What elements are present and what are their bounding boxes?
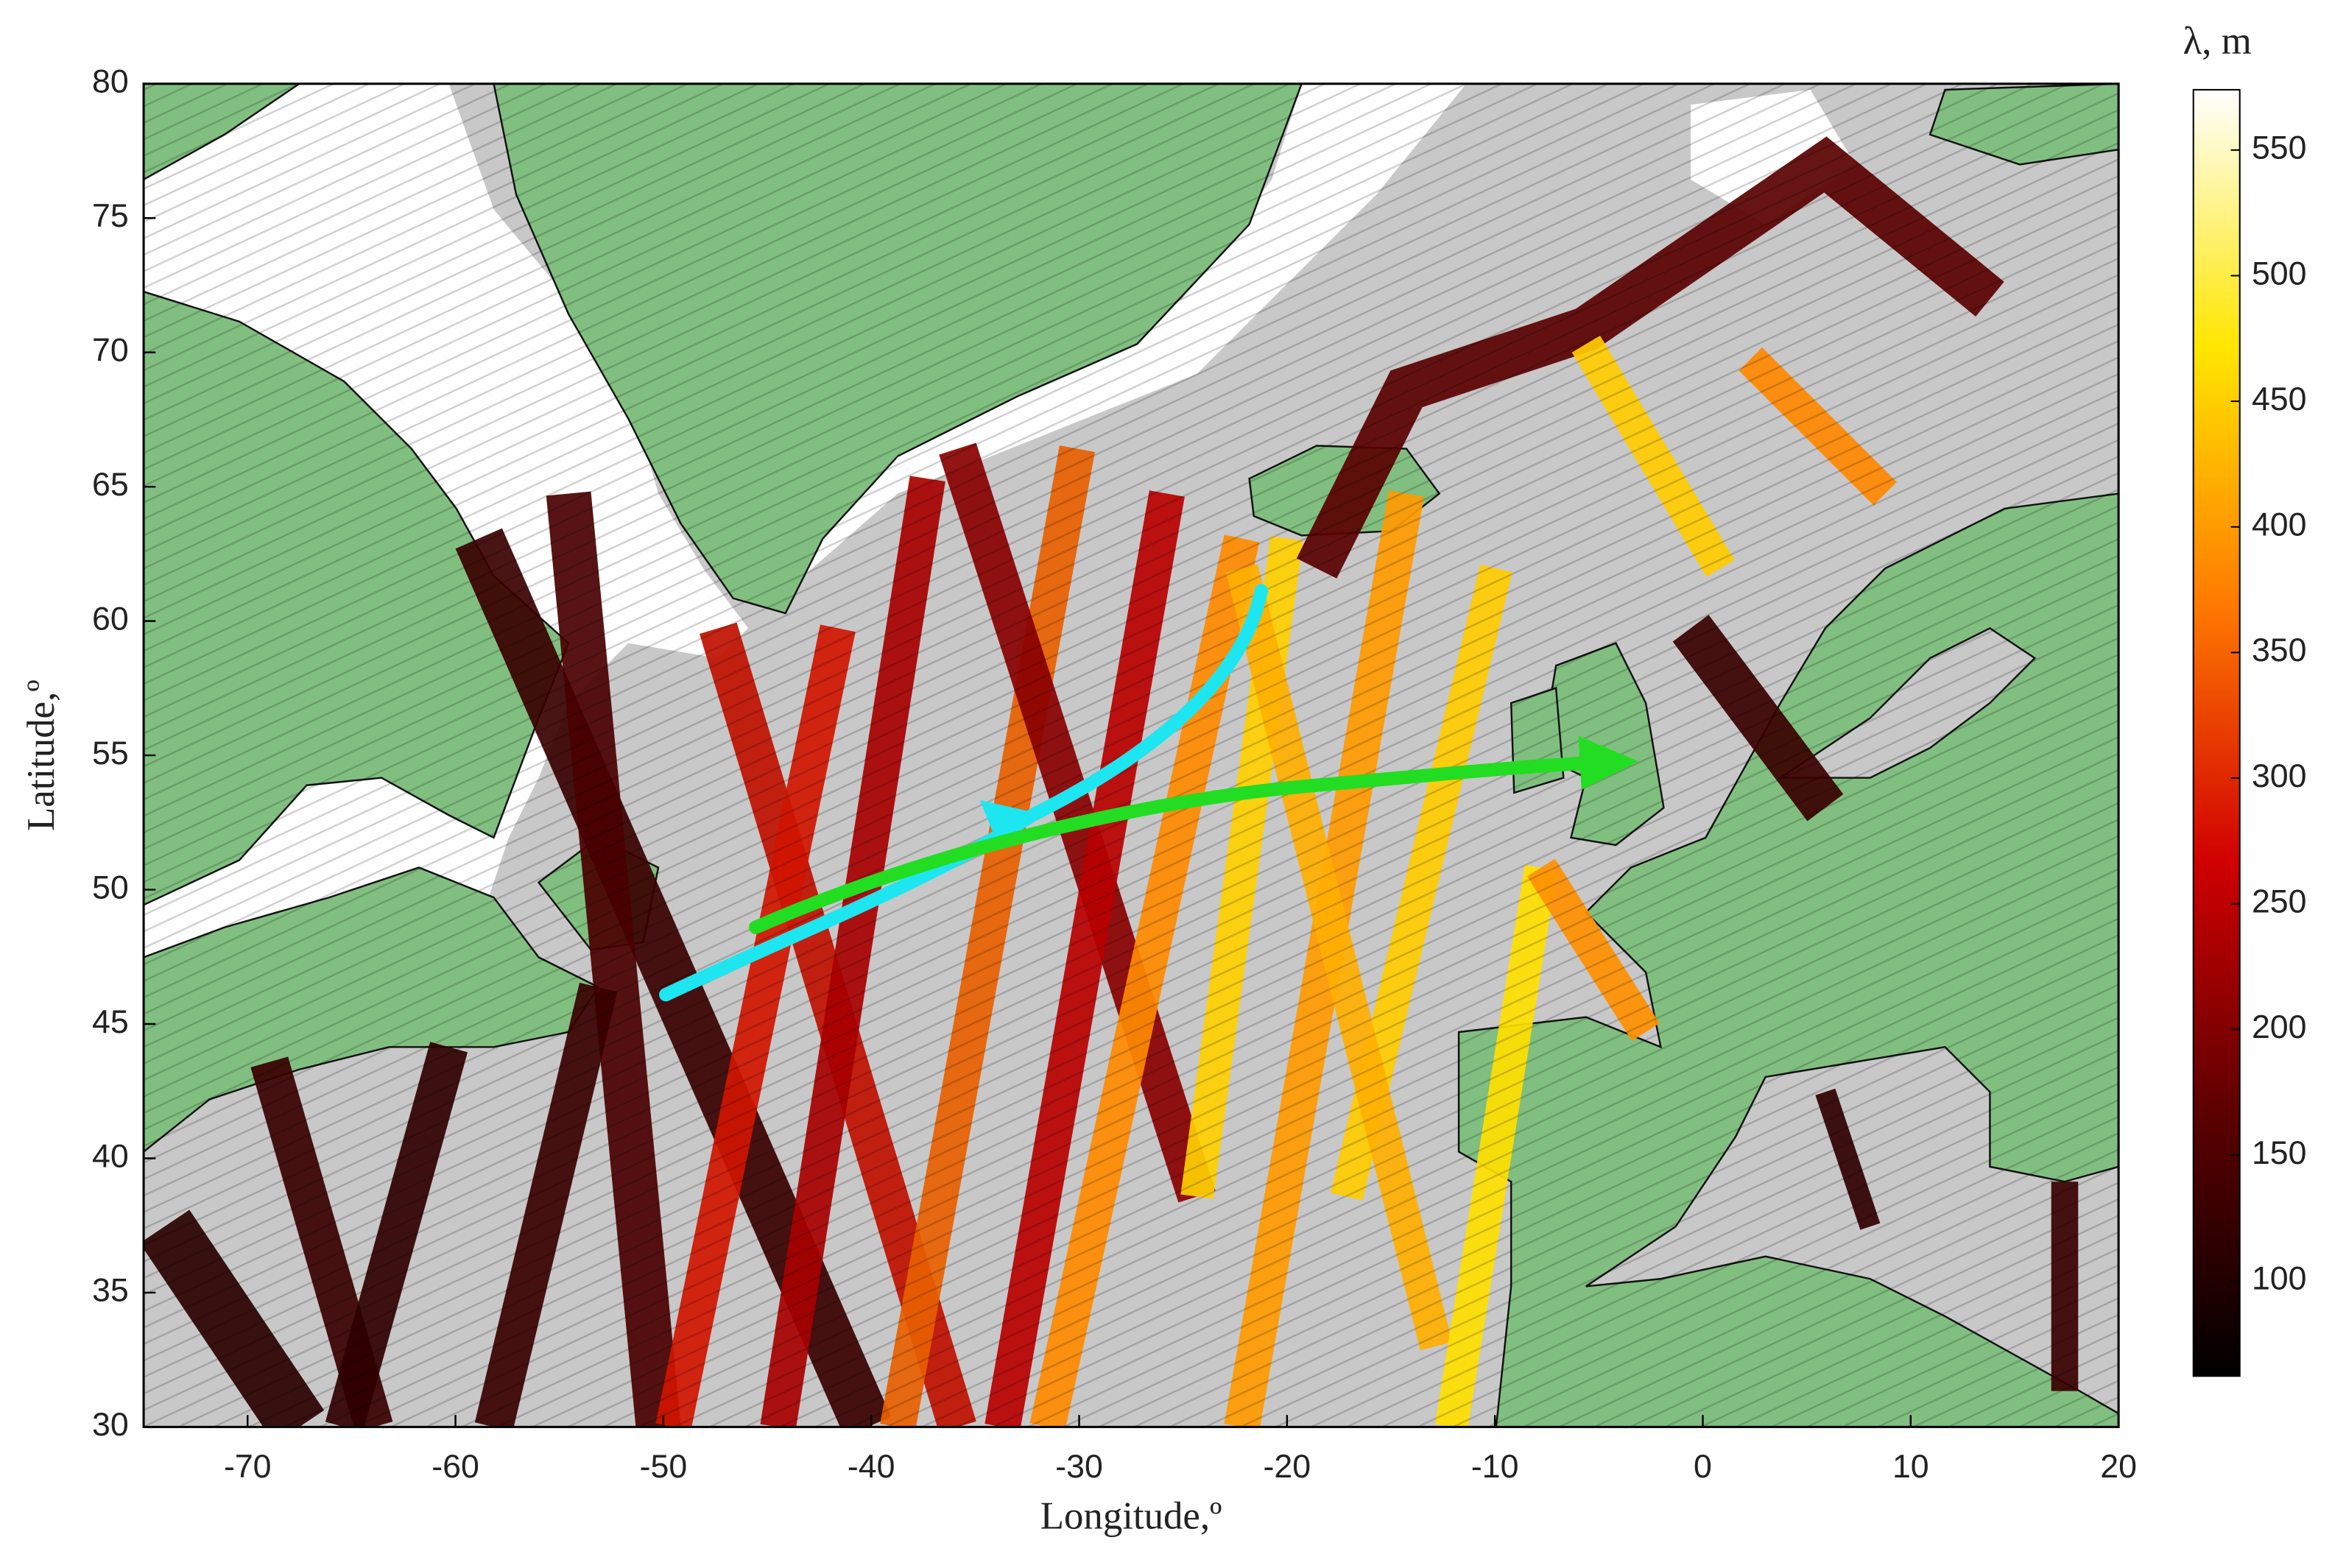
green-arrow (748, 756, 1601, 934)
y-tick-label: 30 (92, 1407, 129, 1443)
x-tick-label: -10 (1471, 1449, 1519, 1485)
colorbar-tick-label: 150 (2252, 1135, 2307, 1171)
cyan-arrowhead (979, 800, 1048, 838)
y-tick-label: 45 (92, 1004, 129, 1040)
colorbar-tick-label: 350 (2252, 632, 2307, 668)
colorbar (2192, 88, 2241, 1377)
colorbar-tick-label: 400 (2252, 507, 2307, 543)
y-tick-label: 60 (92, 601, 129, 637)
colorbar-tick-label: 250 (2252, 884, 2307, 920)
colorbar-tick-label: 550 (2252, 130, 2307, 166)
colorbar-label: λ, m (2183, 20, 2252, 63)
x-tick-label: -50 (640, 1449, 688, 1485)
colorbar-tick-label: 450 (2252, 381, 2307, 417)
x-tick-label: -40 (848, 1449, 895, 1485)
y-tick-label: 50 (92, 869, 129, 905)
x-tick-label: -60 (431, 1449, 479, 1485)
y-tick-label: 75 (92, 198, 129, 234)
y-tick-label: 70 (92, 333, 129, 369)
x-tick-label: 0 (1694, 1449, 1712, 1485)
colorbar-tick-label: 300 (2252, 758, 2307, 794)
y-tick-label: 55 (92, 735, 129, 771)
colorbar-tick-label: 200 (2252, 1009, 2307, 1045)
green-arrowhead (1578, 735, 1638, 790)
x-axis-label: Longitude,º (1040, 1494, 1222, 1537)
y-axis-label: Latitude,º (20, 679, 63, 831)
x-tick-label: -70 (224, 1449, 272, 1485)
colorbar-tick-label: 500 (2252, 255, 2307, 292)
y-tick-label: 35 (92, 1273, 129, 1309)
y-tick-label: 40 (92, 1138, 129, 1174)
y-tick-label: 65 (92, 467, 129, 503)
colorbar-tick-label: 100 (2252, 1260, 2307, 1296)
x-tick-label: -30 (1055, 1449, 1103, 1485)
x-tick-label: 10 (1892, 1449, 1929, 1485)
x-tick-label: 20 (2100, 1449, 2137, 1485)
x-tick-label: -20 (1264, 1449, 1311, 1485)
y-tick-label: 80 (92, 64, 129, 100)
map-area (144, 83, 2119, 1427)
